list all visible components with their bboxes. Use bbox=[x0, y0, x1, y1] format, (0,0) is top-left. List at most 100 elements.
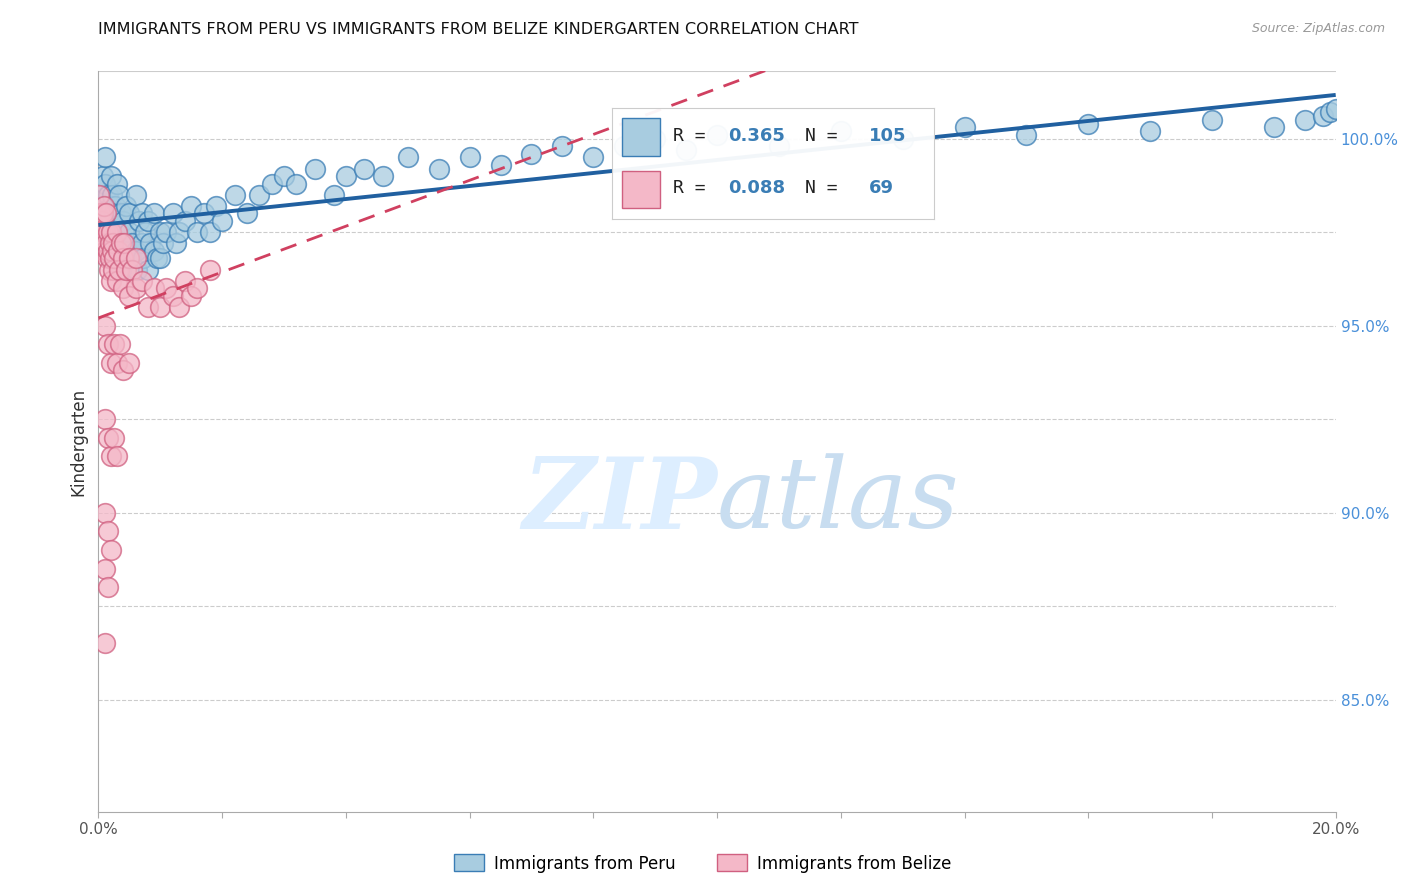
Text: R =: R = bbox=[673, 179, 717, 197]
Point bbox=[322, 187, 344, 202]
Point bbox=[96, 252, 118, 266]
Bar bbox=[621, 119, 661, 156]
Text: atlas: atlas bbox=[717, 453, 960, 549]
Point bbox=[100, 450, 122, 464]
Point bbox=[89, 225, 111, 239]
Point bbox=[136, 214, 159, 228]
Point bbox=[93, 636, 115, 650]
Point bbox=[93, 244, 115, 258]
Point bbox=[118, 206, 141, 220]
Point bbox=[108, 262, 131, 277]
Point bbox=[93, 506, 115, 520]
Point bbox=[260, 177, 283, 191]
Point bbox=[97, 262, 120, 277]
Point bbox=[124, 281, 146, 295]
Point bbox=[136, 262, 159, 277]
Point bbox=[304, 161, 326, 176]
Point bbox=[165, 236, 187, 251]
Point bbox=[103, 206, 125, 220]
Point bbox=[149, 225, 172, 239]
Point bbox=[97, 337, 120, 351]
Point bbox=[247, 187, 270, 202]
Text: IMMIGRANTS FROM PERU VS IMMIGRANTS FROM BELIZE KINDERGARTEN CORRELATION CHART: IMMIGRANTS FROM PERU VS IMMIGRANTS FROM … bbox=[98, 22, 859, 37]
Point bbox=[101, 187, 124, 202]
Point bbox=[582, 150, 605, 164]
Point bbox=[551, 139, 574, 153]
Point bbox=[107, 244, 129, 258]
Point bbox=[101, 236, 124, 251]
Point bbox=[953, 120, 976, 135]
Point bbox=[90, 199, 112, 213]
Point bbox=[108, 236, 131, 251]
Point bbox=[100, 225, 122, 239]
Point bbox=[96, 236, 118, 251]
Point bbox=[180, 199, 202, 213]
Point bbox=[134, 225, 156, 239]
Point bbox=[198, 262, 221, 277]
Point bbox=[118, 225, 141, 239]
Point bbox=[87, 187, 110, 202]
Point bbox=[180, 289, 202, 303]
Point bbox=[198, 225, 221, 239]
Point bbox=[131, 236, 153, 251]
Point bbox=[93, 562, 115, 576]
Point bbox=[706, 128, 728, 142]
Point bbox=[1015, 128, 1038, 142]
Point bbox=[118, 289, 141, 303]
Point bbox=[136, 300, 159, 314]
Point bbox=[236, 206, 259, 220]
Y-axis label: Kindergarten: Kindergarten bbox=[69, 387, 87, 496]
Point bbox=[100, 543, 122, 558]
Point bbox=[114, 199, 136, 213]
Point bbox=[131, 274, 153, 288]
Point bbox=[97, 225, 120, 239]
Point bbox=[110, 206, 132, 220]
Text: 0.365: 0.365 bbox=[728, 128, 785, 145]
Point bbox=[112, 236, 135, 251]
Point bbox=[94, 225, 117, 239]
Point bbox=[103, 337, 125, 351]
Point bbox=[1263, 120, 1285, 135]
Point bbox=[830, 124, 852, 138]
Point bbox=[110, 236, 132, 251]
Point bbox=[118, 252, 141, 266]
Point bbox=[93, 199, 115, 213]
Point bbox=[115, 262, 138, 277]
Point bbox=[97, 244, 120, 258]
Point bbox=[103, 225, 125, 239]
Point bbox=[127, 262, 149, 277]
Point bbox=[93, 318, 115, 333]
Point bbox=[91, 236, 114, 251]
Point bbox=[186, 225, 208, 239]
Point bbox=[132, 252, 155, 266]
Point bbox=[98, 225, 121, 239]
Point bbox=[98, 236, 121, 251]
Point bbox=[101, 262, 124, 277]
Point bbox=[93, 177, 115, 191]
Point bbox=[1294, 112, 1316, 127]
Point bbox=[104, 199, 127, 213]
Point bbox=[100, 169, 122, 183]
Point bbox=[89, 214, 111, 228]
Point bbox=[90, 244, 112, 258]
Point bbox=[112, 252, 135, 266]
Point bbox=[1324, 102, 1347, 116]
Text: Source: ZipAtlas.com: Source: ZipAtlas.com bbox=[1251, 22, 1385, 36]
Point bbox=[93, 412, 115, 426]
Point bbox=[100, 356, 122, 370]
Point bbox=[120, 252, 142, 266]
Point bbox=[644, 131, 666, 145]
Point bbox=[768, 139, 790, 153]
Point bbox=[162, 289, 184, 303]
Point bbox=[121, 262, 143, 277]
Point bbox=[105, 177, 128, 191]
Point bbox=[91, 169, 114, 183]
Point bbox=[205, 199, 228, 213]
Point bbox=[97, 187, 120, 202]
Point bbox=[675, 143, 697, 157]
Point bbox=[97, 431, 120, 445]
Point bbox=[143, 281, 166, 295]
Text: ZIP: ZIP bbox=[522, 452, 717, 549]
Point bbox=[143, 244, 166, 258]
Point bbox=[211, 214, 233, 228]
